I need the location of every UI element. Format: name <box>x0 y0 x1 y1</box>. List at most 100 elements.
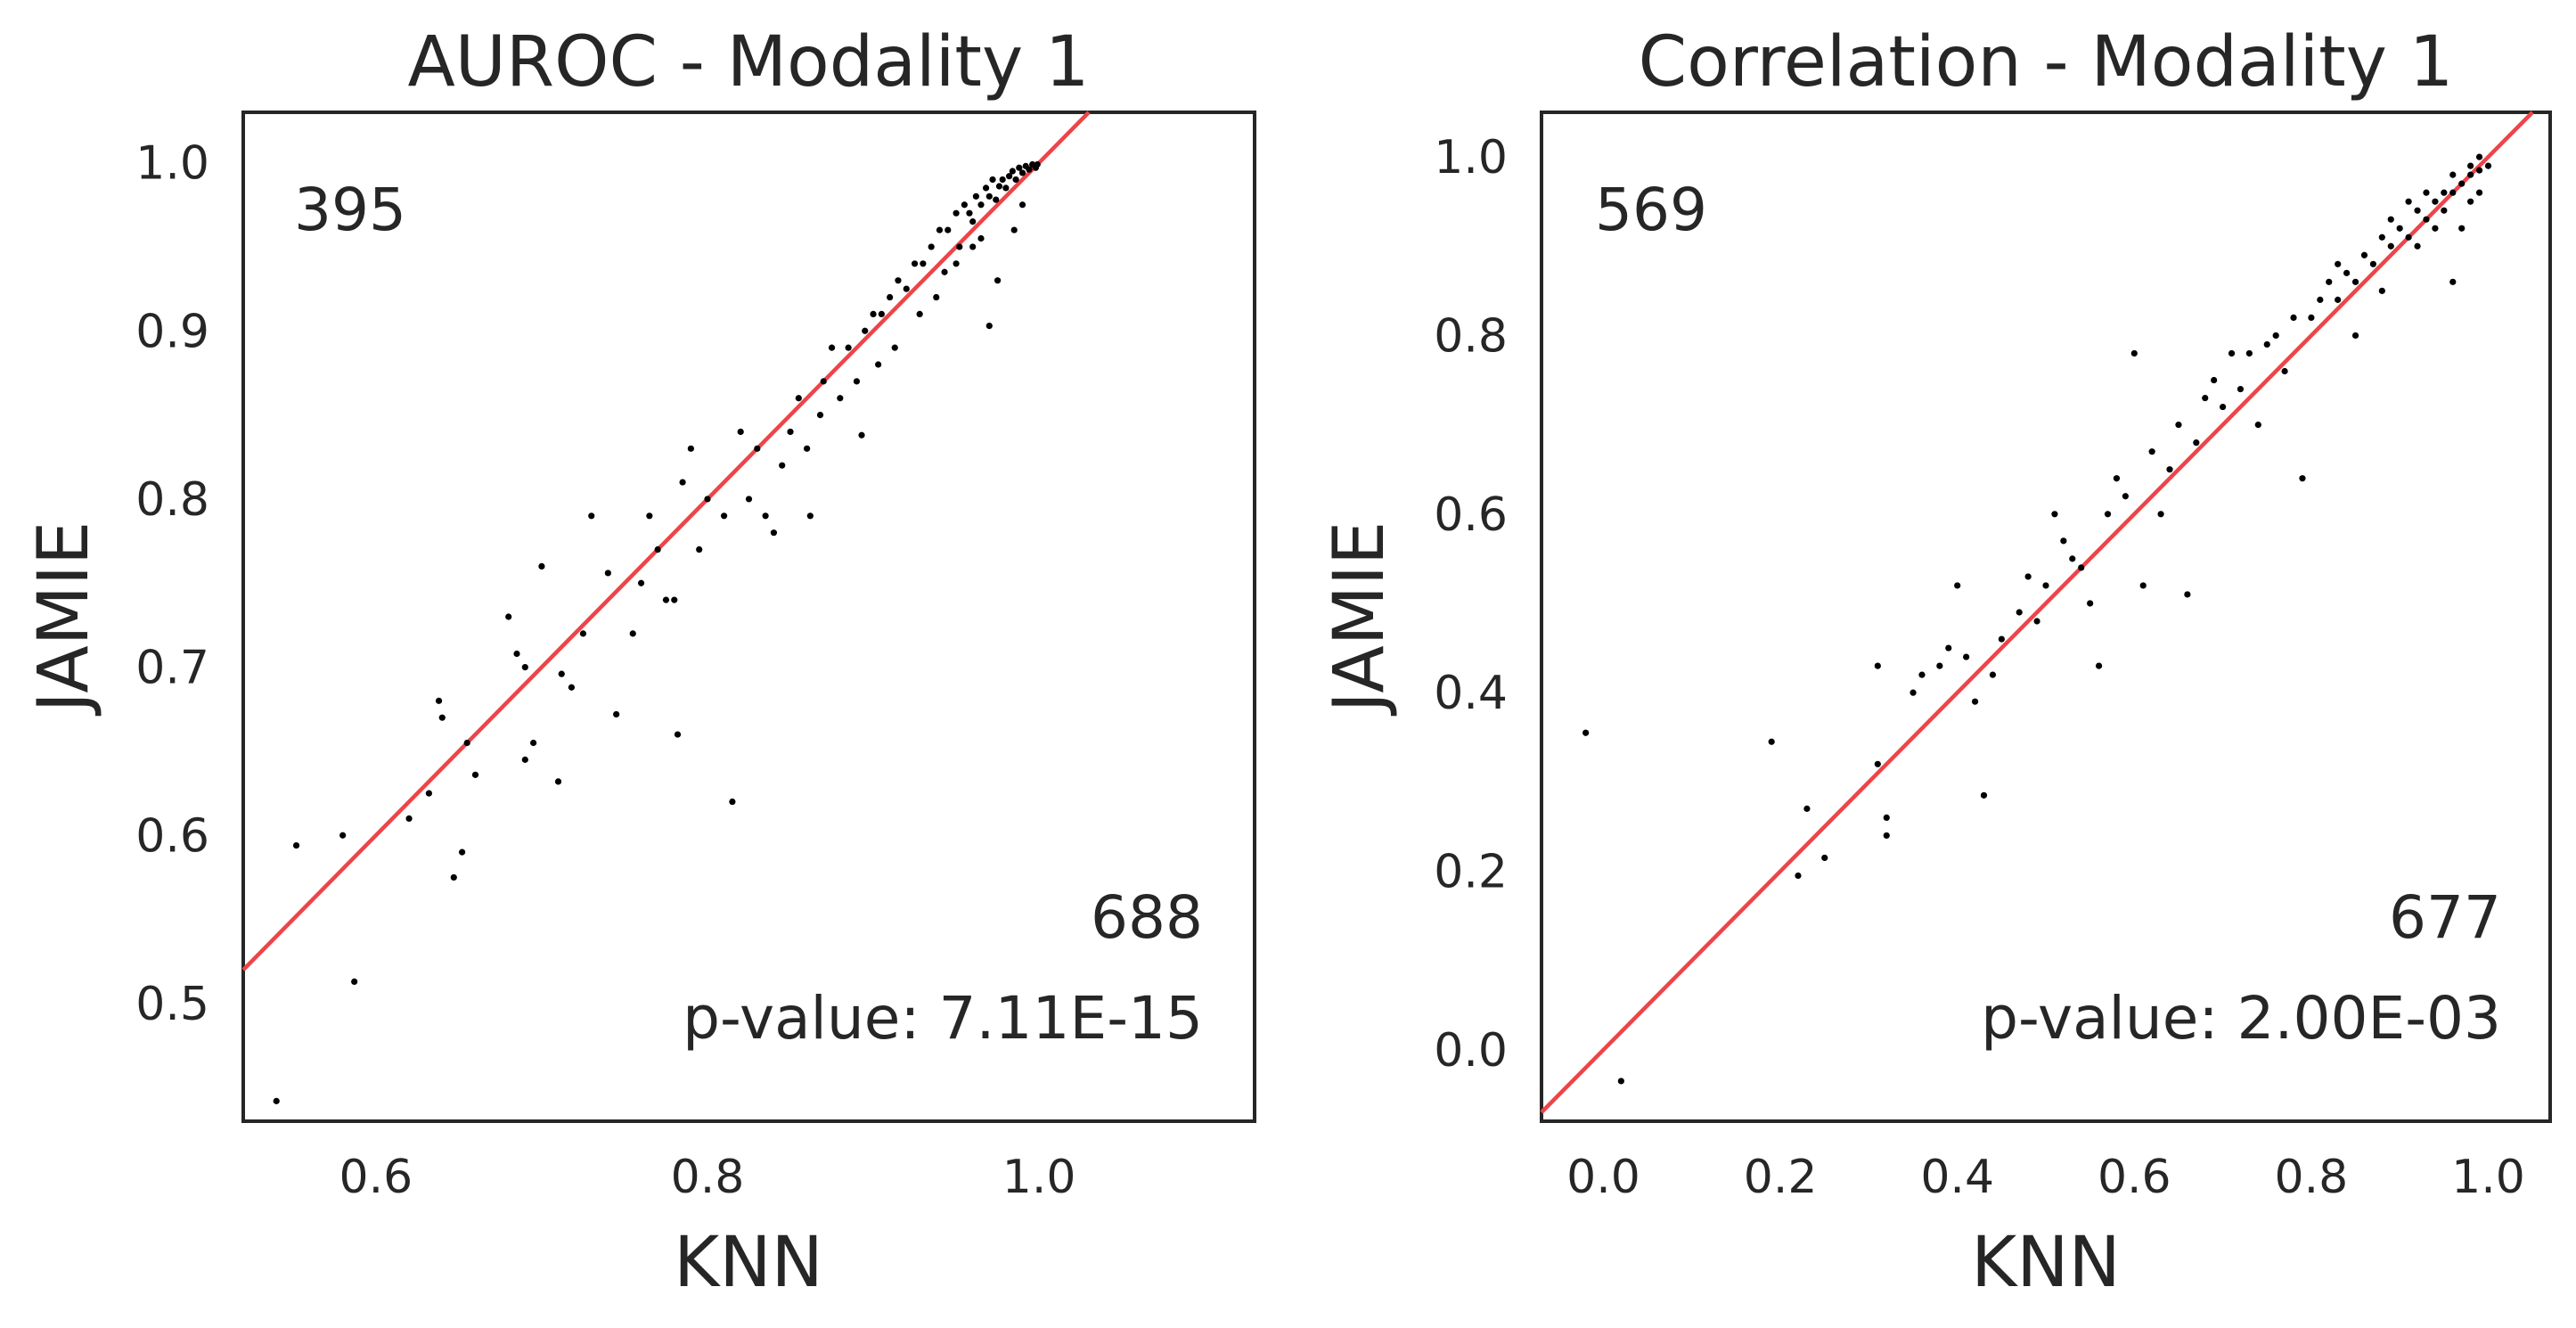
scatter-point <box>2369 260 2377 267</box>
scatter-point <box>2351 278 2359 285</box>
scatter-point <box>762 512 769 520</box>
scatter-point <box>2405 198 2412 205</box>
scatter-point <box>953 260 960 267</box>
y-tick-labels: 0.0 0.2 0.4 0.6 0.8 1.0 <box>1434 131 1508 1078</box>
y-tick-label: 0.5 <box>135 978 209 1031</box>
scatter-point <box>1954 582 1961 589</box>
scatter-point <box>853 378 861 385</box>
scatter-point <box>2122 493 2129 500</box>
scatter-point <box>1821 854 1828 862</box>
scatter-point <box>558 670 565 677</box>
scatter-point <box>2060 537 2067 545</box>
scatter-point <box>845 344 852 351</box>
scatter-point <box>505 613 512 620</box>
y-tick-label: 0.2 <box>1434 846 1508 899</box>
scatter-point <box>2484 162 2492 169</box>
scatter-point <box>795 395 802 402</box>
scatter-point <box>972 193 980 200</box>
scatter-point <box>405 815 413 823</box>
scatter-point <box>687 445 694 452</box>
scatter-point <box>911 260 919 267</box>
y-tick-label: 0.8 <box>135 473 209 527</box>
scatter-point <box>2423 216 2430 223</box>
scatter-point <box>2387 216 2394 223</box>
top-left-count: 569 <box>1595 176 1707 244</box>
y-tick-labels: 0.5 0.6 0.7 0.8 0.9 1.0 <box>135 137 209 1031</box>
scatter-point <box>1936 662 1943 669</box>
scatter-point <box>2104 511 2112 518</box>
scatter-point <box>985 193 993 200</box>
scatter-point <box>1910 689 1917 696</box>
scatter-point <box>953 209 960 217</box>
x-tick-label: 0.6 <box>339 1151 413 1204</box>
scatter-point <box>1945 644 1952 652</box>
scatter-point <box>1018 201 1026 209</box>
x-tick-label: 0.0 <box>1566 1151 1640 1204</box>
scatter-point <box>2157 511 2164 518</box>
scatter-point <box>2414 242 2421 250</box>
scatter-point <box>2405 234 2412 241</box>
scatter-point <box>2299 475 2306 482</box>
scatter-point <box>977 201 985 209</box>
scatter-point <box>654 545 661 553</box>
scatter-point <box>2317 296 2324 303</box>
scatter-point <box>2219 403 2227 411</box>
scatter-point <box>1009 168 1016 175</box>
scatter-point <box>1018 169 1026 176</box>
scatter-point <box>2202 394 2209 402</box>
scatter-point <box>2423 189 2430 196</box>
scatter-point <box>895 277 902 284</box>
bottom-right-count: 688 <box>1091 883 1203 952</box>
scatter-point <box>554 778 562 785</box>
scatter-point <box>916 310 923 317</box>
scatter-point <box>2343 269 2351 276</box>
scatter-point <box>435 697 443 704</box>
y-tick-label: 1.0 <box>135 137 209 191</box>
scatter-point <box>2360 251 2368 258</box>
scatter-point <box>2237 385 2245 393</box>
scatter-point <box>425 790 432 797</box>
scatter-point <box>604 570 611 577</box>
scatter-point <box>993 196 1000 203</box>
scatter-point <box>579 630 587 637</box>
scatter-point <box>1795 872 1802 880</box>
scatter-point <box>339 832 347 839</box>
scatter-point <box>2378 234 2385 241</box>
scatter-point <box>875 361 882 368</box>
scatter-point <box>878 310 885 317</box>
scatter-point <box>1582 729 1590 736</box>
scatter-point <box>2069 555 2076 562</box>
scatter-point <box>2113 475 2121 482</box>
scatter-point <box>2281 367 2288 375</box>
correlation-panel: Correlation - Modality 1 0.0 0.2 0.4 0.6 0.8… <box>1320 22 2552 1303</box>
scatter-point <box>2211 376 2218 384</box>
scatter-point <box>2441 207 2448 214</box>
identity-reference-line <box>1540 111 2534 1114</box>
scatter-point <box>450 873 457 881</box>
scatter-point <box>613 710 620 718</box>
x-axis-label: KNN <box>1971 1223 2121 1303</box>
scatter-point <box>2396 225 2403 232</box>
scatter-point <box>2335 260 2342 267</box>
scatter-point <box>2175 422 2182 429</box>
scatter-point <box>2130 349 2138 357</box>
scatter-point <box>2335 296 2342 303</box>
top-left-count: 395 <box>294 176 406 244</box>
x-axis-label: KNN <box>674 1223 823 1303</box>
scatter-point <box>720 512 728 520</box>
scatter-point <box>2254 422 2261 429</box>
p-value-label: p-value: 2.00E-03 <box>1981 984 2501 1053</box>
scatter-point <box>2078 564 2085 571</box>
scatter-point <box>969 218 977 225</box>
scatter-point <box>989 176 996 184</box>
scatter-point <box>2467 198 2474 205</box>
scatter-point <box>787 428 794 436</box>
scatter-point <box>1012 176 1019 184</box>
scatter-point <box>662 596 670 603</box>
x-tick-labels: 0.0 0.2 0.4 0.6 0.8 1.0 <box>1566 1151 2525 1204</box>
x-tick-label: 1.0 <box>1002 1151 1076 1204</box>
scatter-point <box>2432 225 2439 232</box>
scatter-point <box>936 226 944 234</box>
chart-title: Correlation - Modality 1 <box>1639 22 2454 102</box>
